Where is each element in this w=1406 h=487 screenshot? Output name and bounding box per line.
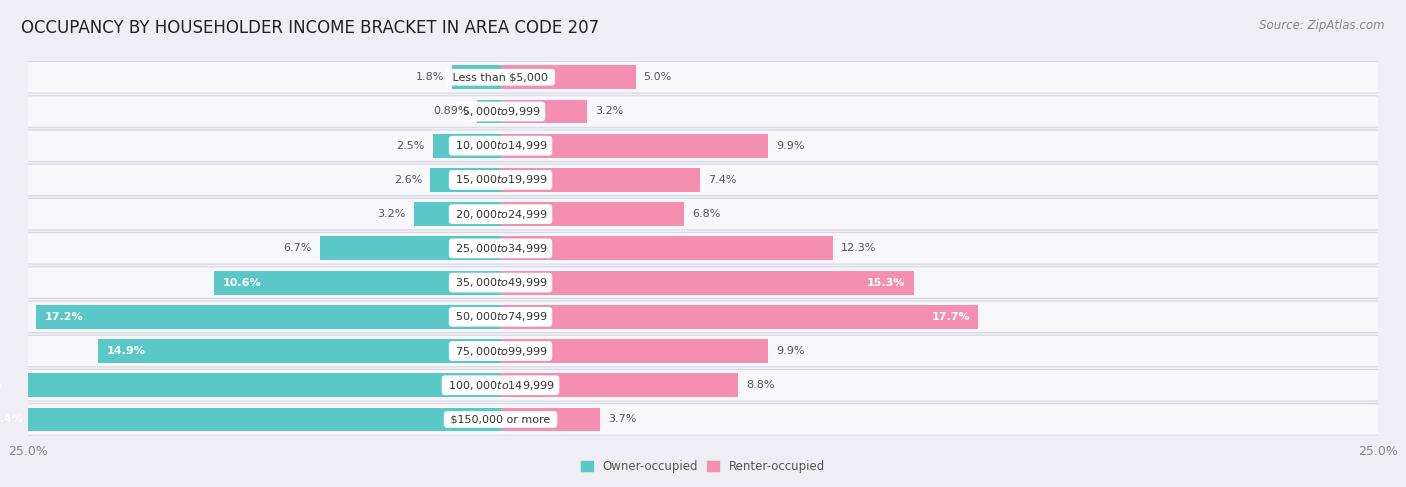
Text: 2.5%: 2.5% [396,141,425,150]
Text: 3.2%: 3.2% [378,209,406,219]
Bar [501,373,738,397]
Text: 3.2%: 3.2% [595,107,623,116]
Text: 1.8%: 1.8% [415,72,444,82]
FancyBboxPatch shape [20,130,1386,162]
Bar [0,408,501,431]
Bar [501,202,685,226]
Text: $5,000 to $9,999: $5,000 to $9,999 [460,105,541,118]
Bar [451,65,501,89]
Text: OCCUPANCY BY HOUSEHOLDER INCOME BRACKET IN AREA CODE 207: OCCUPANCY BY HOUSEHOLDER INCOME BRACKET … [21,19,599,37]
Text: 14.9%: 14.9% [107,346,145,356]
Bar [501,168,700,192]
Text: 2.6%: 2.6% [394,175,422,185]
Bar [501,134,768,158]
Text: $100,000 to $149,999: $100,000 to $149,999 [446,379,555,392]
Text: 9.9%: 9.9% [776,141,804,150]
Text: $15,000 to $19,999: $15,000 to $19,999 [453,173,548,187]
Text: $20,000 to $24,999: $20,000 to $24,999 [453,207,548,221]
Bar [0,373,501,397]
Legend: Owner-occupied, Renter-occupied: Owner-occupied, Renter-occupied [576,455,830,478]
FancyBboxPatch shape [20,267,1386,299]
Text: 0.89%: 0.89% [433,107,468,116]
Text: 10.6%: 10.6% [222,278,262,288]
Text: $10,000 to $14,999: $10,000 to $14,999 [453,139,548,152]
Text: 19.4%: 19.4% [0,414,24,425]
Text: $35,000 to $49,999: $35,000 to $49,999 [453,276,548,289]
Text: 8.8%: 8.8% [747,380,775,390]
FancyBboxPatch shape [20,233,1386,264]
Text: Less than $5,000: Less than $5,000 [450,72,551,82]
FancyBboxPatch shape [20,335,1386,367]
Bar [430,168,501,192]
Bar [415,202,501,226]
Text: 6.8%: 6.8% [692,209,721,219]
Bar [214,271,501,295]
Bar [501,65,636,89]
Bar [98,339,501,363]
FancyBboxPatch shape [20,198,1386,230]
Bar [477,99,501,124]
Text: 17.2%: 17.2% [45,312,83,322]
Text: 20.2%: 20.2% [0,380,1,390]
Bar [501,99,586,124]
Text: Source: ZipAtlas.com: Source: ZipAtlas.com [1260,19,1385,33]
Text: $25,000 to $34,999: $25,000 to $34,999 [453,242,548,255]
Bar [501,305,979,329]
Text: 3.7%: 3.7% [609,414,637,425]
FancyBboxPatch shape [20,370,1386,401]
Text: 6.7%: 6.7% [283,244,312,253]
Text: 12.3%: 12.3% [841,244,876,253]
FancyBboxPatch shape [20,164,1386,196]
Bar [501,339,768,363]
Text: 17.7%: 17.7% [932,312,970,322]
FancyBboxPatch shape [20,301,1386,333]
FancyBboxPatch shape [20,404,1386,435]
FancyBboxPatch shape [20,96,1386,127]
Bar [501,236,832,261]
Text: $75,000 to $99,999: $75,000 to $99,999 [453,344,548,357]
Bar [433,134,501,158]
Text: 7.4%: 7.4% [709,175,737,185]
Text: $50,000 to $74,999: $50,000 to $74,999 [453,310,548,323]
FancyBboxPatch shape [20,61,1386,93]
Bar [319,236,501,261]
Text: 5.0%: 5.0% [644,72,672,82]
Bar [501,408,600,431]
Text: 9.9%: 9.9% [776,346,804,356]
Text: 15.3%: 15.3% [868,278,905,288]
Bar [501,271,914,295]
Text: $150,000 or more: $150,000 or more [447,414,554,425]
Bar [37,305,501,329]
